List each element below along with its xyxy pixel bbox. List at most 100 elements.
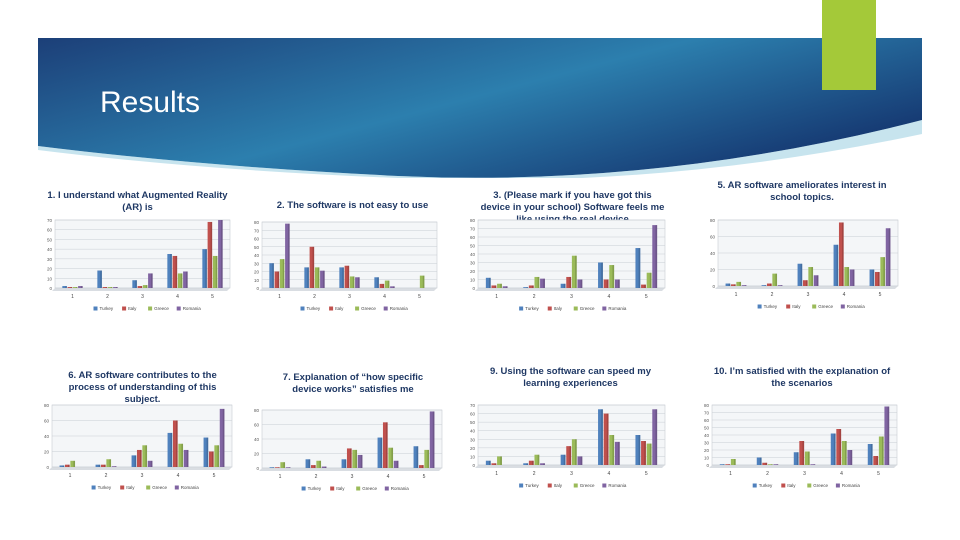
legend-swatch-romania — [174, 485, 179, 490]
bar-turkey — [377, 437, 383, 468]
bar-greece — [767, 464, 773, 465]
bar-shade — [734, 284, 736, 286]
bar-italy — [838, 222, 844, 286]
x-tick-label: 1 — [278, 294, 281, 300]
legend-label-turkey: Turkey — [308, 486, 322, 491]
x-tick-label: 3 — [570, 471, 573, 477]
x-tick-label: 1 — [279, 474, 282, 480]
bar-shade — [618, 279, 620, 288]
bar-romania — [502, 286, 508, 288]
bar-greece — [497, 283, 502, 288]
y-tick-label: 20 — [44, 450, 50, 455]
bar-shade — [770, 283, 772, 286]
x-tick-label: 2 — [313, 294, 316, 300]
bar-shade — [100, 270, 102, 288]
legend-label-romania: Romania — [183, 306, 202, 311]
bar-shade — [563, 454, 566, 465]
bar-turkey — [269, 467, 275, 468]
bar-turkey — [756, 457, 762, 465]
bar-greece — [419, 275, 425, 288]
y-tick-label: 10 — [47, 276, 53, 281]
x-tick-label: 1 — [71, 294, 74, 300]
x-tick-label: 5 — [213, 473, 216, 479]
bar-shade — [796, 452, 799, 465]
bar-shade — [833, 433, 836, 465]
bar-turkey — [523, 287, 529, 288]
legend-swatch-italy — [786, 304, 791, 309]
bar-romania — [577, 456, 583, 465]
legend-label-italy: Italy — [126, 485, 135, 490]
bar-shade — [134, 455, 137, 467]
bar-shade — [396, 460, 399, 468]
bar-turkey — [374, 277, 379, 288]
x-tick-label: 3 — [141, 294, 144, 300]
bar-italy — [64, 464, 70, 467]
bar-turkey — [269, 263, 274, 288]
bar-italy — [67, 287, 73, 288]
bar-greece — [772, 273, 778, 286]
title-banner — [38, 38, 922, 178]
bar-shade — [323, 270, 325, 288]
chart-1-title: 1. I understand what Augmented Reality (… — [47, 190, 228, 213]
bar-shade — [352, 276, 355, 288]
legend-label-turkey: Turkey — [525, 306, 539, 311]
bar-turkey — [635, 435, 641, 465]
y-tick-label: 40 — [470, 429, 476, 434]
bar-turkey — [413, 446, 419, 468]
x-tick-label: 2 — [766, 471, 769, 477]
y-tick-label: 10 — [254, 278, 260, 283]
bar-italy — [641, 284, 646, 288]
bar-shade — [176, 420, 178, 467]
bar-romania — [355, 277, 360, 288]
chart-4: 0 20 40 60 80 1 2 3 4 5 Turkey Italy Greece Romania — [710, 218, 899, 309]
legend-swatch-greece — [146, 485, 151, 490]
bar-italy — [208, 451, 214, 467]
legend-label-turkey: Turkey — [759, 483, 773, 488]
bar-shade — [494, 285, 497, 288]
bar-shade — [802, 441, 805, 465]
bar-turkey — [203, 437, 209, 467]
bar-shade — [170, 254, 172, 288]
bar-shade — [878, 271, 880, 286]
legend-swatch-romania — [176, 306, 181, 311]
bar-shade — [114, 466, 117, 467]
legend-swatch-turkey — [91, 485, 96, 490]
bar-shade — [212, 451, 214, 467]
bar-shade — [606, 413, 609, 465]
bar-shade — [422, 275, 425, 288]
bar-italy — [309, 246, 315, 288]
y-tick-label: 60 — [254, 423, 260, 428]
legend-label-turkey: Turkey — [525, 483, 539, 488]
bar-shade — [876, 456, 879, 465]
legend-label-italy: Italy — [554, 483, 563, 488]
bar-turkey — [485, 460, 491, 465]
bar-shade — [655, 409, 658, 465]
y-tick-label: 30 — [704, 441, 710, 446]
x-tick-label: 3 — [141, 473, 144, 479]
bar-turkey — [62, 286, 67, 288]
bar-italy — [762, 462, 768, 465]
bar-shade — [73, 460, 76, 467]
bar-shade — [145, 285, 148, 288]
bar-shade — [283, 462, 286, 468]
bar-italy — [799, 441, 805, 465]
y-tick-label: 70 — [254, 228, 260, 233]
bar-italy — [528, 285, 534, 288]
y-tick-label: 0 — [256, 286, 259, 291]
bar-greece — [349, 276, 355, 288]
bar-italy — [491, 463, 497, 465]
legend-swatch-turkey — [301, 486, 306, 491]
bar-romania — [849, 269, 855, 286]
y-tick-label: 50 — [470, 244, 476, 249]
bar-italy — [136, 449, 142, 467]
bar-shade — [358, 277, 360, 288]
bar-shade — [62, 465, 65, 467]
y-tick-label: 50 — [47, 237, 53, 242]
bar-shade — [813, 464, 816, 465]
legend-label-italy: Italy — [336, 486, 345, 491]
bar-shade — [116, 287, 118, 288]
bar-greece — [841, 441, 847, 465]
bar-greece — [878, 436, 884, 465]
bar-turkey — [167, 254, 172, 288]
bar-shade — [307, 267, 309, 288]
